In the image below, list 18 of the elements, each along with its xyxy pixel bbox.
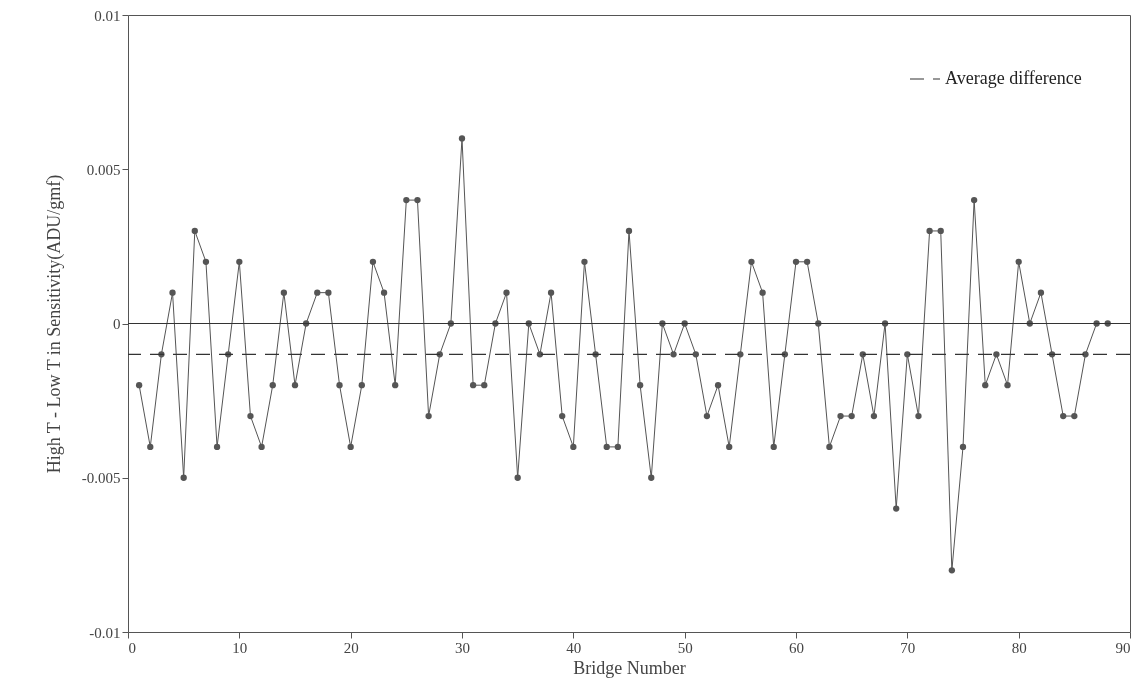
x-tick-label: 20 (343, 639, 359, 656)
legend-label: Average difference (945, 68, 1082, 88)
x-tick-label: 50 (677, 639, 693, 656)
x-tick-label: 90 (1115, 639, 1131, 656)
y-tick-label: 0.01 (94, 7, 121, 24)
x-tick-label: 40 (566, 639, 582, 656)
y-tick-label: -0.01 (89, 624, 121, 641)
y-tick-label: 0 (113, 316, 121, 332)
x-tick-label: 0 (128, 639, 136, 656)
x-tick-label: 70 (900, 639, 916, 656)
x-tick-label: 30 (455, 639, 470, 656)
y-axis-title: High T - Low T in Sensitivity(ADU/gmf) (43, 174, 65, 474)
x-tick-label: 60 (789, 639, 804, 656)
x-tick-label: 80 (1011, 639, 1027, 656)
y-tick-label: -0.005 (81, 470, 121, 487)
x-tick-label: 10 (232, 639, 248, 656)
x-axis-title: Bridge Number (573, 657, 686, 678)
y-tick-label: 0.005 (86, 161, 121, 178)
